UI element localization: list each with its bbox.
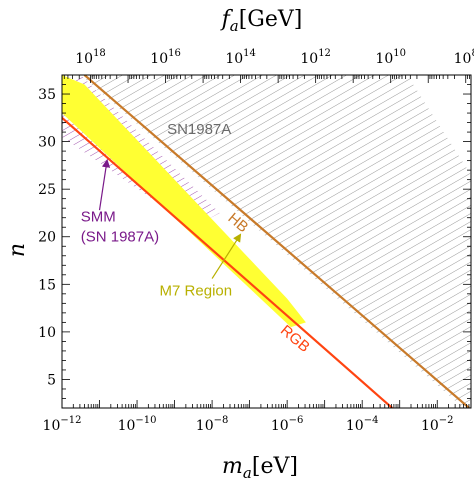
annotation-rgb: RGB — [277, 322, 313, 356]
y-tick-label: 30 — [38, 135, 56, 151]
x-tick-label: 10−8 — [196, 415, 229, 434]
x-tick-label: 10−6 — [271, 415, 304, 434]
annotation-arrow-1 — [98, 158, 111, 211]
x-axis-title: ma[eV] — [222, 454, 298, 482]
y-tick-label: 20 — [38, 230, 56, 246]
series-line-rgb — [62, 116, 393, 408]
x2-axis-title: fa[GeV] — [220, 7, 303, 35]
series-line-hb — [83, 75, 470, 408]
y-tick-label: 35 — [38, 87, 56, 103]
x2-tick-label: 1010 — [375, 48, 406, 67]
x-axis-title-unit: [eV] — [252, 454, 298, 479]
x-axis-title-sub: a — [243, 464, 252, 482]
annotation-arrow-2 — [211, 233, 242, 279]
x2-tick-label: 1014 — [225, 48, 256, 67]
annotation-sn1987a: SN1987A — [167, 121, 231, 138]
annotation-m7-region: M7 Region — [160, 283, 233, 300]
x2-axis-title-sub: a — [230, 17, 239, 35]
x2-axis-title-unit: [GeV] — [239, 7, 303, 32]
y-tick-label: 10 — [38, 325, 56, 341]
x-tick-label: 10−4 — [346, 415, 379, 434]
y-tick-label: 5 — [47, 372, 56, 388]
x2-tick-label: 1012 — [300, 48, 331, 67]
x2-tick-label: 108 — [454, 48, 474, 67]
x-tick-label: 10−12 — [43, 415, 82, 434]
annotation-smm: SMM — [81, 209, 116, 226]
x-axis-title-main: m — [222, 454, 243, 479]
y-axis-title: n — [5, 243, 30, 257]
annotation-sn-1987a: (SN 1987A) — [81, 229, 159, 246]
x-tick-label: 10−10 — [118, 415, 157, 434]
x-tick-label: 10−2 — [421, 415, 454, 434]
y-tick-label: 15 — [38, 277, 56, 293]
region-m7-region — [62, 75, 306, 328]
y-tick-label: 25 — [38, 182, 56, 198]
x2-tick-label: 1016 — [150, 48, 181, 67]
x2-tick-label: 1018 — [75, 48, 106, 67]
